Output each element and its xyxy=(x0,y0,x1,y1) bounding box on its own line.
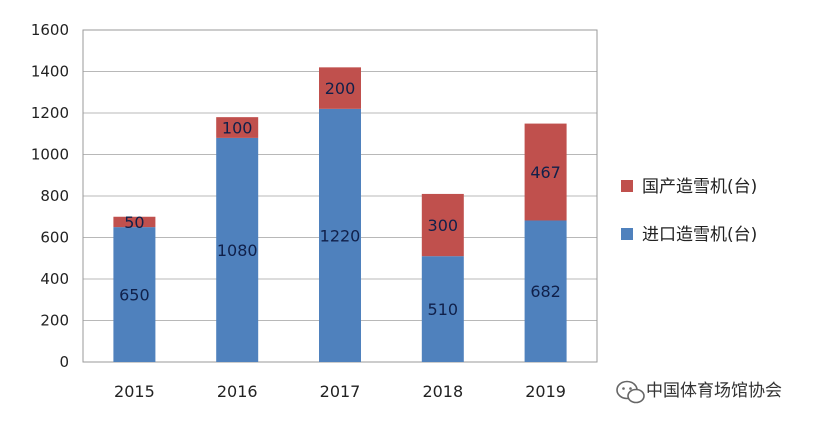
x-tick-label: 2018 xyxy=(422,382,463,401)
bar-2018-series-1 xyxy=(421,193,464,257)
data-label-2016-series-1: 100 xyxy=(222,119,253,138)
bar-2016-series-1 xyxy=(216,117,259,138)
bar-2015-series-1 xyxy=(113,216,156,228)
wechat-icon xyxy=(616,380,645,404)
data-label-2018-series-1: 300 xyxy=(428,216,459,235)
data-label-2017-series-0: 1220 xyxy=(320,226,361,245)
bar-2018-series-0 xyxy=(421,256,464,362)
data-label-2019-series-0: 682 xyxy=(530,282,561,301)
data-label-2015-series-0: 650 xyxy=(119,286,150,305)
data-label-2016-series-0: 1080 xyxy=(217,241,258,260)
x-tick-label: 2016 xyxy=(217,382,258,401)
watermark: 中国体育场馆协会 xyxy=(616,380,782,404)
legend: 国产造雪机(台) 进口造雪机(台) xyxy=(621,177,757,245)
y-tick-label: 1200 xyxy=(31,104,69,122)
data-label-2017-series-1: 200 xyxy=(325,79,356,98)
legend-swatch-series-0 xyxy=(621,228,633,240)
data-label-2018-series-0: 510 xyxy=(428,300,459,319)
bar-2015-series-0 xyxy=(113,227,156,362)
legend-swatch-series-1 xyxy=(621,180,633,192)
bars xyxy=(113,67,567,362)
data-label-2015-series-1: 50 xyxy=(124,213,144,232)
x-tick-label: 2017 xyxy=(320,382,361,401)
y-tick-label: 1000 xyxy=(31,146,69,164)
bar-2019-series-0 xyxy=(524,220,567,362)
y-tick-label: 800 xyxy=(40,187,69,205)
y-tick-label: 1400 xyxy=(31,63,69,81)
x-axis-ticks: 2015 2016 2017 2018 2019 xyxy=(114,382,566,401)
bar-2017-series-1 xyxy=(319,67,361,109)
x-tick-label: 2019 xyxy=(525,382,566,401)
legend-label-series-1: 国产造雪机(台) xyxy=(642,177,757,197)
legend-label-series-0: 进口造雪机(台) xyxy=(642,225,757,245)
y-axis-ticks: 0 200 400 600 800 1000 1200 1400 1600 xyxy=(31,21,69,371)
watermark-text: 中国体育场馆协会 xyxy=(646,381,782,401)
bar-2019-series-1 xyxy=(524,123,567,221)
bar-2016-series-0 xyxy=(216,137,259,362)
y-tick-label: 0 xyxy=(59,353,69,371)
data-labels: 650 50 1080 100 1220 200 510 300 682 467 xyxy=(119,79,561,319)
x-tick-label: 2015 xyxy=(114,382,155,401)
y-tick-label: 1600 xyxy=(31,21,69,39)
data-label-2019-series-1: 467 xyxy=(530,163,561,182)
y-tick-label: 200 xyxy=(40,312,69,330)
y-tick-label: 600 xyxy=(40,229,69,247)
y-tick-label: 400 xyxy=(40,270,69,288)
bar-2017-series-0 xyxy=(319,108,361,362)
